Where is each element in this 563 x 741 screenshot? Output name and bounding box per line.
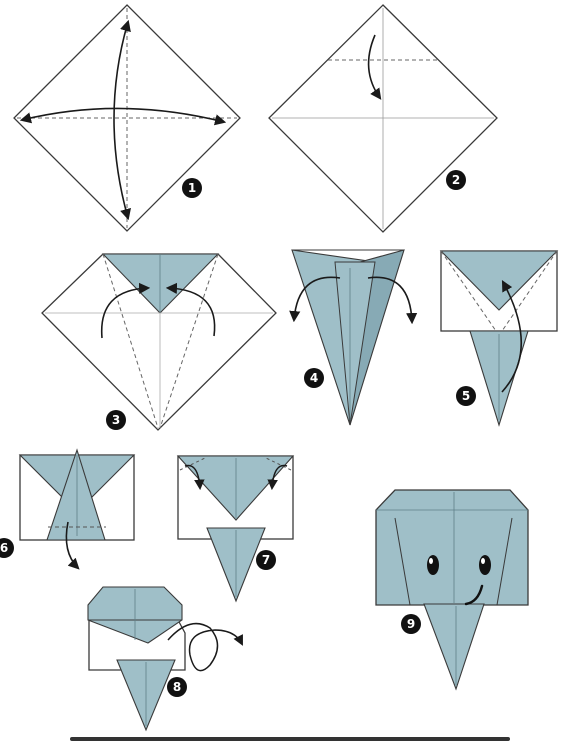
step-5-arrow xyxy=(501,280,523,393)
step-9-right-ear-edge xyxy=(496,517,513,606)
step-3-top-flap xyxy=(101,253,220,314)
step-7-arrow-right xyxy=(267,464,288,491)
step-number-4: 4 xyxy=(310,371,318,385)
step-4-arrow-left xyxy=(289,276,341,323)
step-badge-8-circle xyxy=(167,677,187,697)
step-number-2: 2 xyxy=(452,173,460,187)
step-4-center-flap xyxy=(334,261,376,426)
step-7-fold-line-right xyxy=(265,457,292,471)
step-badge-1: 1 xyxy=(182,178,202,198)
step-7-top-flap xyxy=(176,455,295,521)
step-9-left-eye xyxy=(427,555,439,575)
step-3-arrow-right xyxy=(165,282,216,337)
step-1 xyxy=(13,4,241,232)
step-5-fold-line-right xyxy=(501,250,558,332)
step-number-9: 9 xyxy=(407,617,415,631)
step-badge-7-circle xyxy=(256,550,276,570)
step-badge-2-circle xyxy=(446,170,466,190)
step-2-arrow xyxy=(367,34,382,100)
step-3 xyxy=(41,253,277,431)
step-badge-4-circle xyxy=(304,368,324,388)
step-9-head xyxy=(375,489,529,606)
step-badge-9-circle xyxy=(401,614,421,634)
step-number-1: 1 xyxy=(188,181,196,195)
step-number-6: 6 xyxy=(0,541,8,555)
step-badge-8: 8 xyxy=(167,677,187,697)
step-5-fold-line-left xyxy=(440,250,497,332)
step-badge-6: 6 xyxy=(0,538,14,558)
step-9-trunk xyxy=(423,603,485,691)
step-badge-2: 2 xyxy=(446,170,466,190)
step-number-8: 8 xyxy=(173,680,181,694)
step-badge-3: 3 xyxy=(106,410,126,430)
step-9 xyxy=(375,489,529,691)
step-badge-5: 5 xyxy=(456,386,476,406)
step-9-right-eye xyxy=(479,555,491,575)
step-6-arrow xyxy=(65,521,80,570)
step-4-arrow-right xyxy=(367,276,418,325)
step-3-fold-line-left xyxy=(102,253,159,429)
step-7-fold-line-left xyxy=(179,457,206,471)
step-8 xyxy=(87,586,243,732)
bottom-edge-bar xyxy=(70,737,510,741)
step-7 xyxy=(176,455,295,603)
step-badge-5-circle xyxy=(456,386,476,406)
step-2 xyxy=(268,4,498,233)
step-7-arrow-left xyxy=(184,464,205,491)
step-6 xyxy=(18,448,136,570)
step-badge-6-circle xyxy=(0,538,14,558)
step-number-7: 7 xyxy=(262,553,270,567)
step-number-3: 3 xyxy=(112,413,120,427)
step-5-top-flap xyxy=(439,250,559,311)
step-1-arrow-horizontal xyxy=(19,107,227,126)
step-3-fold-line-right xyxy=(159,253,219,429)
step-badge-1-circle xyxy=(182,178,202,198)
step-number-5: 5 xyxy=(462,389,470,403)
step-badge-4: 4 xyxy=(304,368,324,388)
step-8-arrow-turn-over xyxy=(167,622,243,672)
step-6-trunk-folded-up xyxy=(46,448,106,541)
step-9-left-ear-edge xyxy=(394,517,411,606)
step-5 xyxy=(439,250,559,427)
step-3-arrow-left xyxy=(100,282,151,339)
step-badge-3-circle xyxy=(106,410,126,430)
step-9-smile xyxy=(464,584,484,606)
step-4 xyxy=(289,249,418,426)
step-badge-9: 9 xyxy=(401,614,421,634)
step-badge-7: 7 xyxy=(256,550,276,570)
